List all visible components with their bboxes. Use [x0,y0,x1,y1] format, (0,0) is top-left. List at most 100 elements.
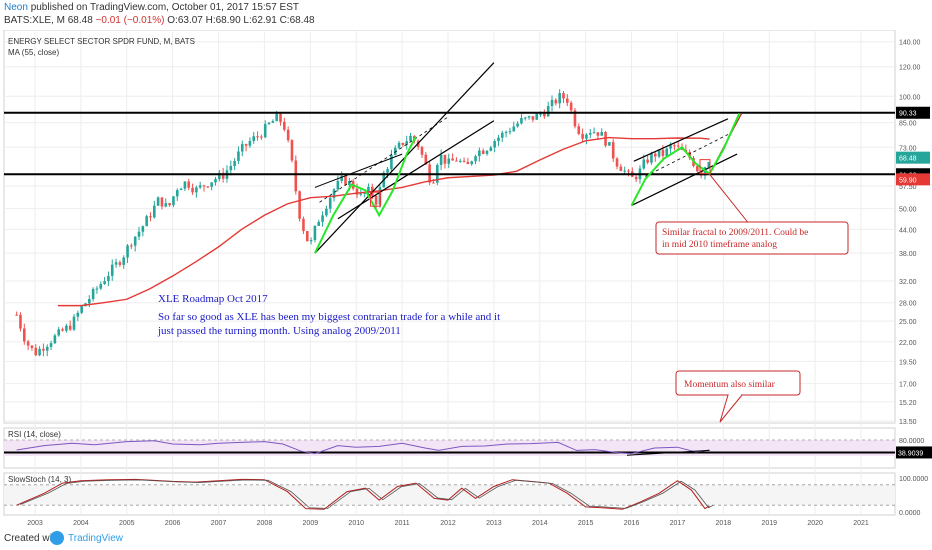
callout-pointer [709,173,751,226]
tradingview-link[interactable]: TradingView [68,533,124,544]
candle [332,189,336,198]
x-tick-label: 2014 [532,520,548,527]
last-price-tag-bg [896,151,930,164]
candle [470,161,474,165]
candle [611,142,615,159]
channel-mid-2009 [319,116,449,203]
candle [696,165,699,172]
candle [290,140,294,161]
y-tick-label: 73.00 [899,145,917,152]
candle [336,180,340,190]
x-tick-label: 2021 [853,520,869,527]
candle [600,132,604,136]
candle [485,150,489,154]
candle [195,187,198,193]
x-tick-label: 2010 [348,520,364,527]
candle [401,142,405,145]
candle [279,113,282,122]
rsi-line [16,440,710,455]
candle [168,203,171,206]
x-tick-label: 2019 [761,520,777,527]
candle [68,325,72,330]
analog-marker-2010 [369,191,381,207]
x-tick-label: 2012 [440,520,456,527]
candle [405,141,408,145]
channel-lower-2016 [631,153,738,206]
candle [256,136,259,138]
candle [229,165,233,171]
candle [344,175,347,186]
fractal-callout: Similar fractal to 2009/2011. Could be i… [655,221,849,255]
author-link[interactable]: Neon [4,2,28,13]
candle [458,160,462,162]
stoch-legend: SlowStoch (14, 3) [8,475,71,484]
candle [248,140,252,146]
y-tick-label: 25.00 [899,319,917,326]
candle [103,281,106,285]
candle [493,141,496,148]
candle [145,216,148,227]
candle [214,179,217,183]
candle [19,314,22,329]
candle [455,160,458,162]
candle [501,132,504,138]
candle [466,161,470,165]
channel-top-2009b [314,153,403,188]
candle [22,328,26,342]
candle [340,175,343,181]
x-tick-label: 2004 [73,520,89,527]
candle [577,126,581,134]
candle [61,329,64,331]
candle [673,145,676,147]
fractal-callout-line1: Similar fractal to 2009/2011. Could be [662,227,808,238]
candle [133,236,137,246]
candle [363,192,366,194]
x-tick-label: 2007 [211,520,227,527]
candle [187,181,191,188]
candle [156,197,160,206]
candle [275,113,278,122]
candle [474,156,477,162]
price-chart[interactable]: 140.00120.00100.0085.0073.0062.0057.5050… [0,30,932,528]
candle [305,231,309,242]
y-tick-label: 120.00 [899,65,921,72]
roadmap-text-line1: So far so good as XLE has been my bigges… [158,311,500,323]
candle [646,159,649,163]
candle [240,144,244,152]
candle [286,129,290,141]
candle [424,154,428,165]
candle [386,169,389,173]
candle [298,191,301,219]
candle [420,146,424,155]
candle [669,145,672,149]
candle [439,154,443,165]
candle [263,123,267,138]
candle [608,142,611,146]
candle [271,121,275,123]
candle [393,147,397,155]
candle [34,347,38,356]
candle [581,133,584,139]
candle [141,226,145,232]
candle [91,289,95,300]
x-tick-label: 2011 [395,520,410,527]
fractal-path-1 [630,112,741,206]
candle [676,145,680,147]
candle [512,126,516,132]
x-tick-label: 2013 [486,520,502,527]
candle [325,208,328,216]
y-tick-label: 50.00 [899,207,917,214]
candle [160,197,164,207]
candle [237,151,240,161]
candle [118,262,122,265]
channel-lower-2009 [337,120,495,220]
candle [313,225,317,241]
candle [53,335,57,344]
x-tick-label: 2009 [303,520,319,527]
candle [164,203,168,207]
x-tick-label: 2017 [670,520,686,527]
candle [198,185,202,188]
candle [592,132,596,134]
rsi-trendline [626,449,710,456]
x-tick-label: 2005 [119,520,135,527]
